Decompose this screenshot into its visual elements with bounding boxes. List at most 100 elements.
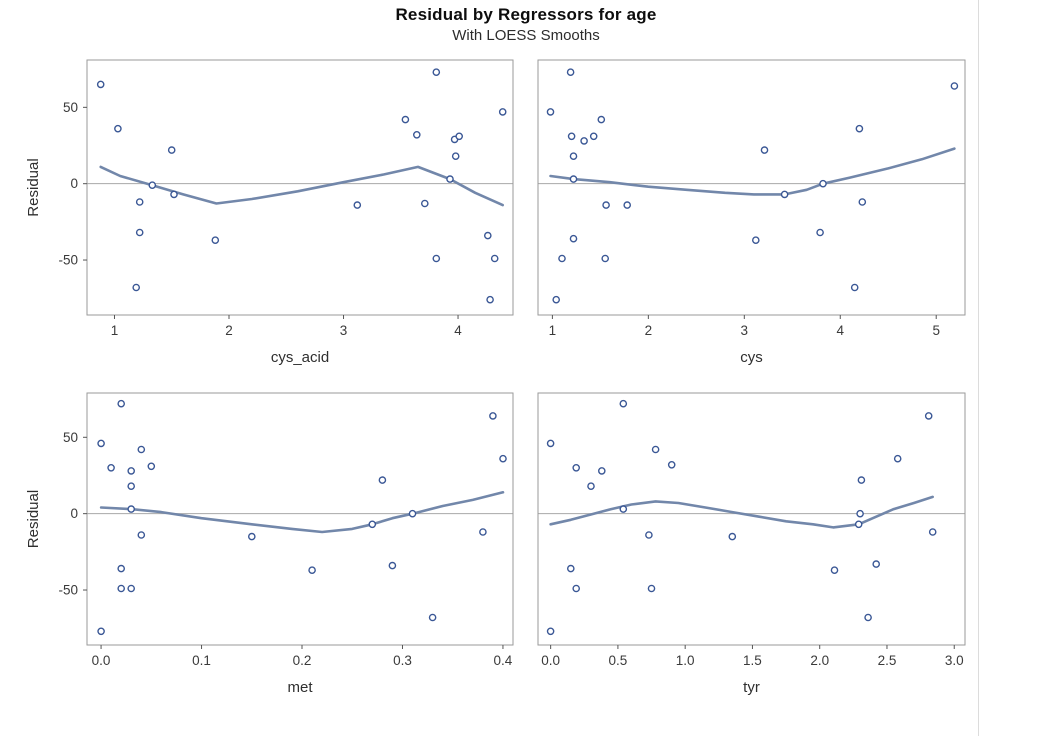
data-point bbox=[132, 283, 140, 292]
loess-curve bbox=[99, 165, 504, 207]
x-tick-label: 3 bbox=[340, 323, 348, 338]
x-tick-label: 4 bbox=[837, 323, 845, 338]
y-axis-label: Residual bbox=[25, 158, 42, 216]
data-point bbox=[567, 132, 576, 141]
data-point bbox=[114, 124, 122, 133]
data-point bbox=[780, 190, 789, 199]
x-tick-label: 2.5 bbox=[878, 653, 897, 668]
data-point bbox=[569, 152, 578, 160]
data-point bbox=[368, 520, 377, 529]
data-point bbox=[117, 584, 125, 593]
data-point bbox=[569, 234, 578, 243]
data-point bbox=[401, 115, 410, 124]
data-point bbox=[864, 613, 872, 622]
y-tick-label: -50 bbox=[58, 253, 78, 268]
panel-tyr: 0.0 0.5 1.0 1.5 2.0 2.5 3.0 tyr bbox=[537, 392, 966, 696]
data-point bbox=[728, 532, 737, 541]
x-tick-label: 3.0 bbox=[945, 653, 964, 668]
panel-border bbox=[86, 392, 514, 646]
x-tick-label: 2.0 bbox=[810, 653, 829, 668]
data-point bbox=[420, 199, 429, 208]
data-point bbox=[601, 254, 610, 263]
panel-cys: 1 2 3 4 5 cys bbox=[537, 59, 966, 366]
x-tick-label: 1 bbox=[111, 323, 119, 338]
data-point bbox=[97, 627, 105, 636]
data-point bbox=[572, 463, 581, 472]
data-point bbox=[854, 520, 863, 529]
data-point bbox=[589, 132, 598, 141]
data-point bbox=[211, 236, 220, 244]
data-point bbox=[432, 68, 441, 76]
data-point bbox=[928, 528, 937, 536]
x-tick-label: 5 bbox=[932, 323, 940, 338]
data-point bbox=[127, 482, 135, 491]
y-tick-label: 50 bbox=[63, 100, 78, 115]
x-tick-label: 3 bbox=[741, 323, 749, 338]
chart-subtitle: With LOESS Smooths bbox=[452, 27, 600, 44]
data-point bbox=[432, 254, 441, 263]
data-point bbox=[308, 566, 316, 575]
data-point bbox=[587, 482, 595, 491]
data-point bbox=[597, 115, 606, 124]
data-point bbox=[546, 627, 555, 636]
data-point bbox=[855, 124, 864, 133]
data-point bbox=[546, 108, 555, 116]
y-tick-label: 0 bbox=[70, 506, 78, 521]
y-axis-label: Residual bbox=[25, 490, 42, 548]
data-point bbox=[830, 566, 839, 575]
data-point bbox=[148, 181, 157, 189]
data-point bbox=[137, 531, 146, 539]
x-tick-label: 1.0 bbox=[676, 653, 695, 668]
chart-title: Residual by Regressors for age bbox=[395, 5, 657, 24]
data-point bbox=[486, 295, 494, 304]
data-point bbox=[127, 584, 135, 593]
data-point bbox=[647, 584, 656, 593]
x-tick-label: 0.1 bbox=[192, 653, 211, 668]
panel-border bbox=[86, 59, 514, 316]
data-point bbox=[598, 467, 606, 475]
data-point bbox=[428, 613, 437, 622]
data-point bbox=[752, 236, 760, 244]
data-point bbox=[137, 445, 146, 454]
data-point bbox=[97, 439, 105, 448]
data-point bbox=[850, 283, 859, 292]
data-point bbox=[819, 179, 827, 188]
data-point bbox=[499, 454, 507, 463]
data-point bbox=[623, 201, 632, 209]
panel-border bbox=[537, 392, 966, 646]
data-point bbox=[135, 198, 144, 206]
data-point bbox=[619, 505, 628, 513]
data-point bbox=[566, 68, 575, 76]
x-axis-label: cys bbox=[740, 349, 763, 366]
data-point bbox=[147, 462, 156, 471]
panel-met: 0.0 0.1 0.2 0.3 0.4 met -50 0 50 Residual bbox=[25, 392, 514, 696]
data-point bbox=[117, 399, 125, 408]
data-point bbox=[872, 560, 881, 568]
data-point bbox=[667, 460, 676, 469]
data-point bbox=[580, 137, 588, 145]
panel-cys_acid: 1 2 3 4 cys_acid -50 0 50 Residual bbox=[25, 59, 514, 366]
data-point bbox=[950, 82, 959, 90]
figure-right-border bbox=[978, 0, 979, 736]
x-tick-label: 2 bbox=[225, 323, 233, 338]
y-tick-label: -50 bbox=[58, 583, 78, 598]
y-tick-label: 0 bbox=[70, 176, 78, 191]
x-tick-label: 1 bbox=[549, 323, 557, 338]
x-tick-label: 0.3 bbox=[393, 653, 412, 668]
x-tick-label: 0.4 bbox=[494, 653, 513, 668]
data-point bbox=[107, 463, 115, 472]
data-point bbox=[96, 80, 105, 89]
data-point bbox=[856, 509, 864, 518]
data-point bbox=[490, 254, 499, 263]
data-point bbox=[858, 198, 867, 206]
data-point bbox=[167, 146, 176, 154]
data-point bbox=[567, 564, 575, 573]
data-point bbox=[117, 564, 125, 573]
data-point bbox=[412, 130, 421, 139]
data-point bbox=[170, 190, 178, 199]
x-tick-label: 0.5 bbox=[609, 653, 628, 668]
data-point bbox=[127, 505, 135, 513]
data-point bbox=[378, 476, 387, 484]
x-tick-label: 0.0 bbox=[541, 653, 560, 668]
